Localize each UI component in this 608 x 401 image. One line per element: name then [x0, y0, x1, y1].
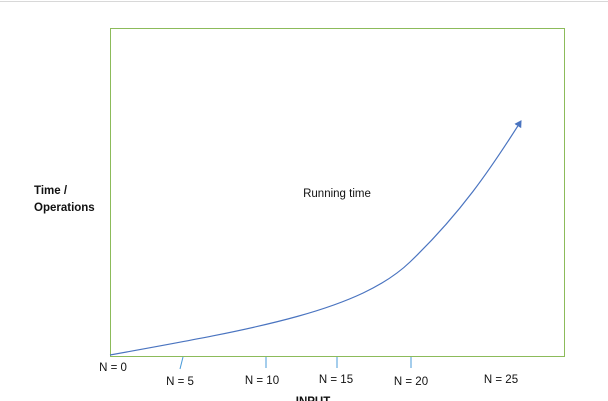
curve-label: Running time: [303, 188, 371, 200]
y-axis-label: Operations: [34, 202, 95, 214]
x-label: N = 0: [99, 362, 127, 374]
x-label: N = 5: [166, 376, 194, 388]
y-axis-label: Time /: [34, 185, 68, 197]
tick-marks: [179, 356, 412, 370]
plot-frame: [110, 28, 565, 357]
x-label: N = 25: [484, 374, 518, 386]
running-time-curve: [109, 120, 522, 356]
tick: [179, 356, 184, 370]
x-label: N = 20: [394, 376, 428, 388]
x-label: N = 10: [245, 375, 279, 387]
x-label: N = 15: [319, 374, 353, 386]
x-axis-label: INPUT: [296, 396, 331, 401]
